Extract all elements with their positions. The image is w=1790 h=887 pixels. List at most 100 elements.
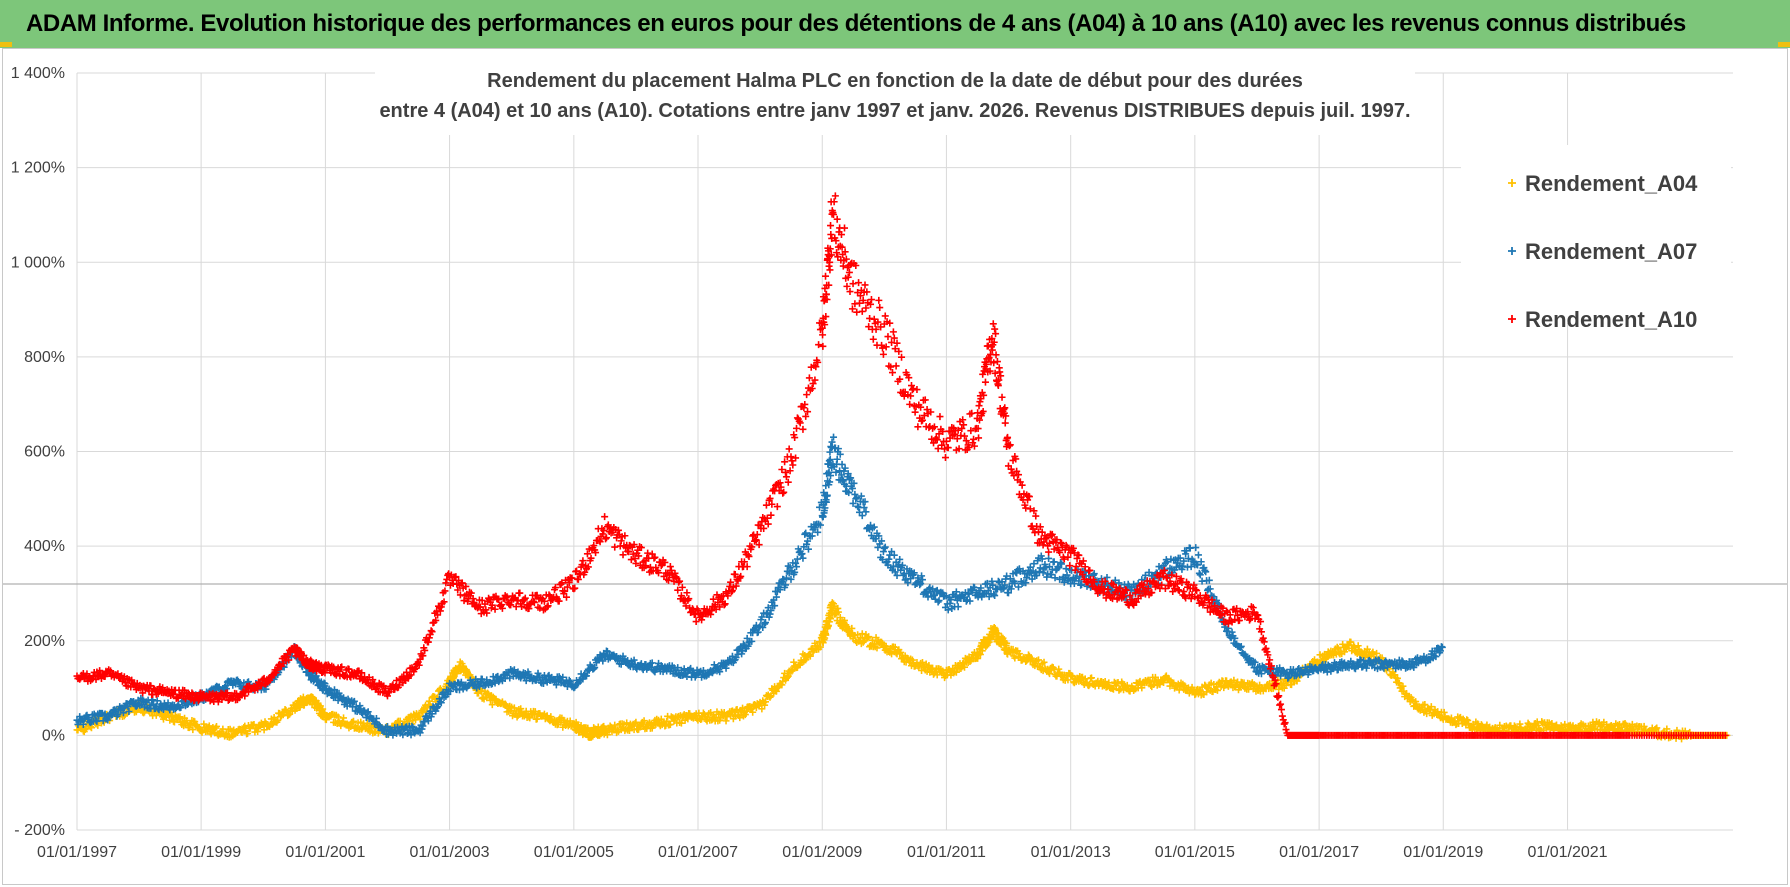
data-point [845, 489, 853, 497]
data-point [930, 423, 938, 431]
data-point [801, 530, 809, 538]
data-point [955, 445, 963, 453]
data-point [1534, 721, 1542, 729]
data-point [896, 650, 904, 658]
data-point [1072, 563, 1080, 571]
data-point [1060, 555, 1068, 563]
data-point [979, 370, 987, 378]
data-point [579, 557, 587, 565]
data-point [1121, 585, 1129, 593]
data-point [1285, 673, 1293, 681]
data-point [897, 648, 905, 656]
data-point [349, 717, 357, 725]
data-point [319, 705, 327, 713]
data-point [773, 503, 781, 511]
data-point [578, 561, 586, 569]
data-point [651, 553, 659, 561]
data-point [1078, 571, 1086, 579]
data-point [916, 581, 924, 589]
data-point [766, 610, 774, 618]
data-point [875, 532, 883, 540]
data-point [893, 571, 901, 579]
data-point [1219, 604, 1227, 612]
data-point [782, 473, 790, 481]
data-point [841, 224, 849, 232]
data-point [145, 687, 153, 695]
data-point [551, 584, 559, 592]
data-point [590, 542, 598, 550]
data-point [865, 633, 873, 641]
data-point [1035, 568, 1043, 576]
data-point [778, 466, 786, 474]
data-point [285, 656, 293, 664]
data-point [419, 709, 427, 717]
data-point [822, 498, 830, 506]
data-point [1005, 442, 1013, 450]
data-point [862, 508, 870, 516]
data-point [799, 425, 807, 433]
data-point [1141, 571, 1149, 579]
data-point [1148, 589, 1156, 597]
data-point [393, 676, 401, 684]
data-point [630, 541, 638, 549]
data-point [722, 717, 730, 725]
data-point [1057, 559, 1065, 567]
data-point [762, 698, 770, 706]
data-point [1640, 722, 1648, 730]
data-point [989, 581, 997, 589]
data-point [909, 385, 917, 393]
data-point [952, 588, 960, 596]
data-point [979, 407, 987, 415]
data-point [483, 609, 491, 617]
data-point [977, 584, 985, 592]
performance-scatter-chart: - 200%0%200%400%600%800%1 000%1 200%1 40… [3, 61, 1787, 861]
data-point [1085, 682, 1093, 690]
data-point [818, 324, 826, 332]
data-point [1006, 441, 1014, 449]
data-point [671, 569, 679, 577]
data-point [1145, 568, 1153, 576]
data-point [934, 445, 942, 453]
data-point [961, 432, 969, 440]
data-point [518, 602, 526, 610]
data-point [530, 598, 538, 606]
data-point [850, 479, 858, 487]
data-point [888, 369, 896, 377]
data-point [833, 455, 841, 463]
data-point [1284, 674, 1292, 682]
data-point [502, 594, 510, 602]
data-point [789, 666, 797, 674]
data-point [1050, 545, 1058, 553]
data-point [1205, 576, 1213, 584]
data-point [1264, 651, 1272, 659]
data-point [544, 602, 552, 610]
data-point [802, 529, 810, 537]
data-point [728, 587, 736, 595]
data-point [1356, 656, 1364, 664]
data-point [970, 442, 978, 450]
data-point [933, 436, 941, 444]
data-point [1421, 701, 1429, 709]
data-point [525, 605, 533, 613]
data-point [611, 543, 619, 551]
data-point [590, 665, 598, 673]
data-point [833, 249, 841, 257]
data-point [1380, 664, 1388, 672]
data-point [947, 428, 955, 436]
data-point [861, 281, 869, 289]
data-point [119, 709, 127, 717]
data-point [784, 672, 792, 680]
data-point [177, 703, 185, 711]
data-point [1001, 581, 1009, 589]
data-point [244, 730, 252, 738]
data-point [1227, 617, 1235, 625]
data-point [803, 391, 811, 399]
data-point [1120, 593, 1128, 601]
data-point [699, 612, 707, 620]
data-point [191, 718, 199, 726]
data-point [260, 726, 268, 734]
data-point [603, 731, 611, 739]
data-point [1058, 560, 1065, 568]
data-point [826, 266, 834, 274]
data-point [1172, 572, 1180, 580]
